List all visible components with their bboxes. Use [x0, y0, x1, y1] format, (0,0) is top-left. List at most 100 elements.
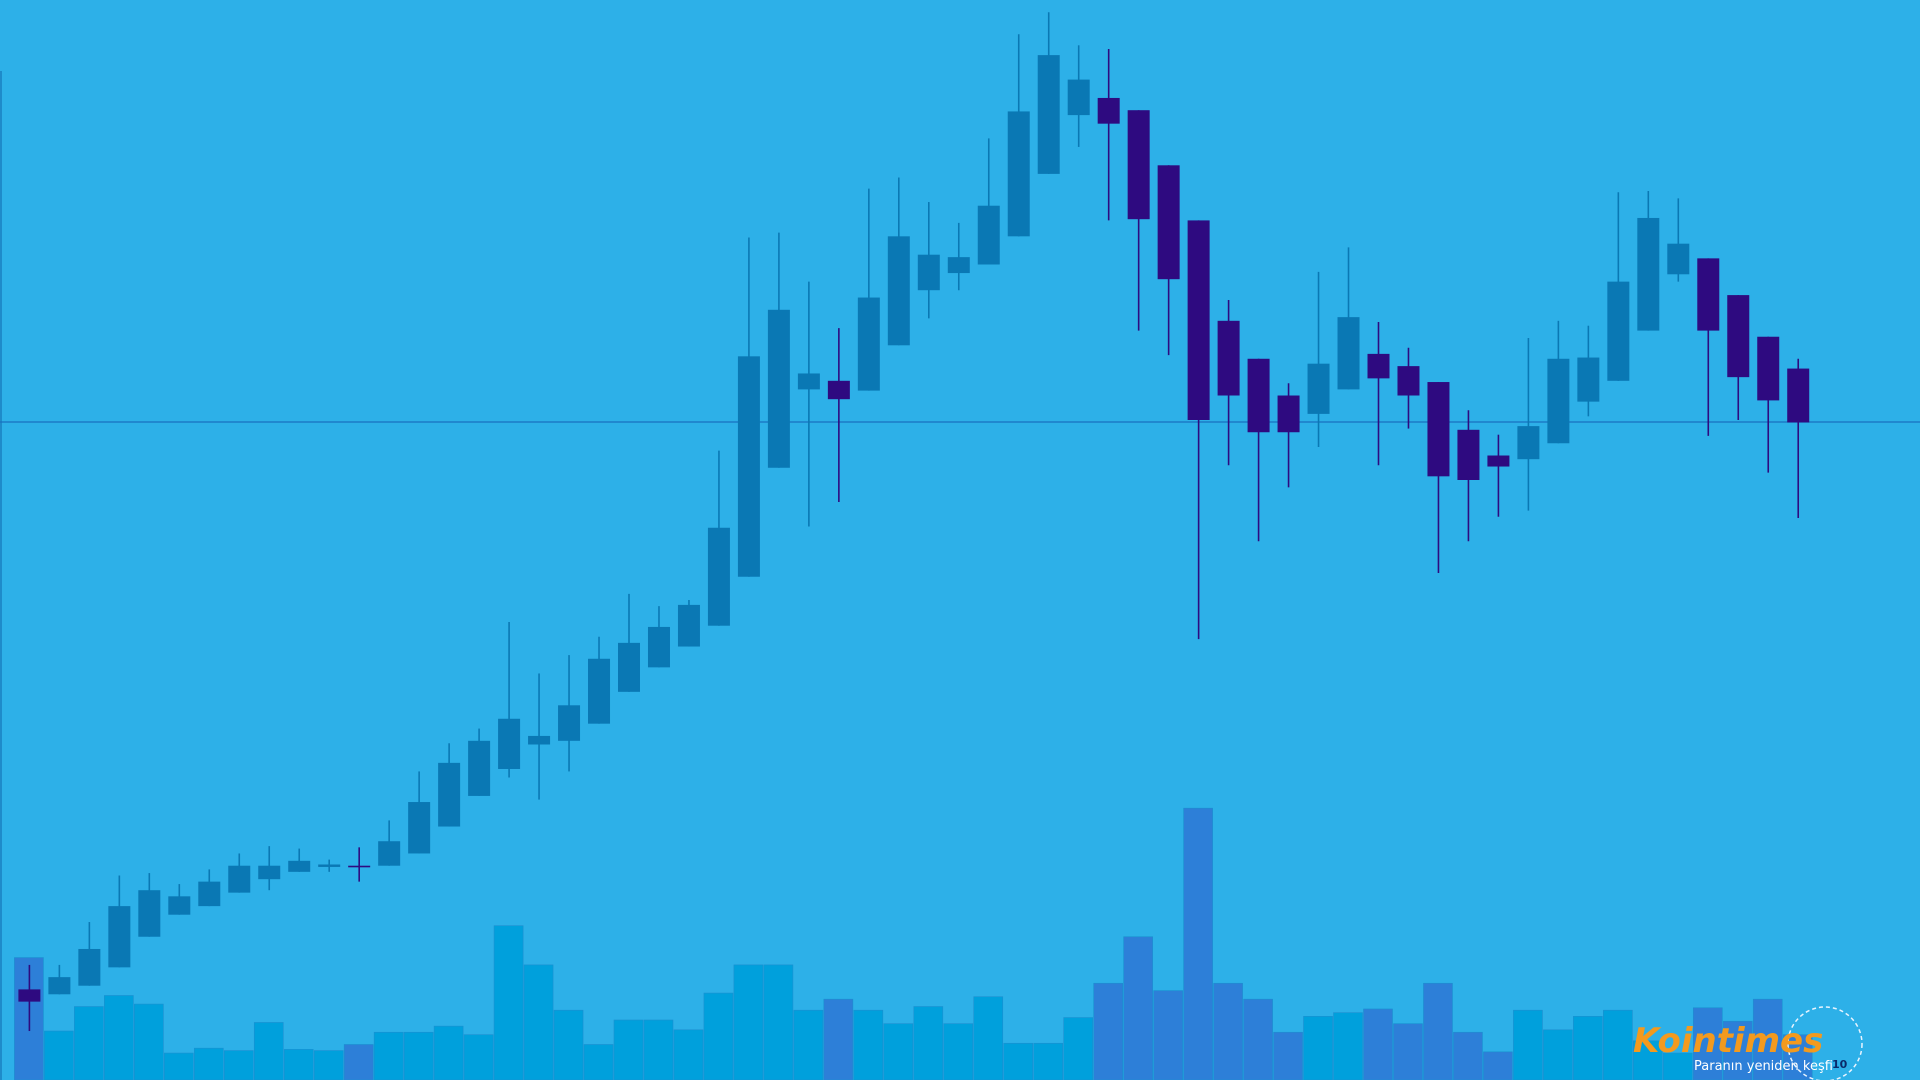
candle-body: [378, 841, 401, 866]
volume-bar: [1782, 1034, 1813, 1080]
volume-bar: [223, 1050, 254, 1080]
volume-bar: [433, 1025, 464, 1080]
logo-tagline: Paranın yeniden keşfi: [1694, 1059, 1833, 1074]
candle-body: [1487, 455, 1510, 467]
candle-body: [917, 254, 940, 291]
volume-bar: [1243, 998, 1273, 1080]
candle-body: [1247, 358, 1270, 433]
volume-bar: [1423, 982, 1453, 1080]
candle-body: [1367, 353, 1390, 379]
candle-body: [408, 802, 431, 854]
candle-body: [1337, 317, 1360, 390]
candle-body: [1067, 79, 1090, 116]
volume-bar: [1603, 1009, 1633, 1080]
volume-bar: [1363, 1008, 1393, 1080]
volume-bar: [853, 1009, 884, 1080]
volume-bar: [793, 1009, 824, 1080]
logo-ring: [1787, 1006, 1863, 1080]
volume-bar: [104, 995, 134, 1080]
volume-bar: [373, 1031, 404, 1080]
candle-body: [977, 205, 1000, 265]
volume-bar: [1303, 1016, 1333, 1080]
candle-body: [618, 642, 640, 692]
candle-body: [1697, 258, 1720, 331]
volume-bar: [643, 1019, 674, 1080]
volume-bar: [1513, 1009, 1543, 1080]
candle-body: [138, 890, 161, 937]
volume-bar: [1213, 982, 1243, 1080]
volume-bar: [1663, 1052, 1693, 1080]
candle-body: [1577, 357, 1600, 402]
volume-bar: [1273, 1031, 1303, 1080]
candle-layer: [18, 12, 1810, 1032]
volume-bar: [1033, 1042, 1064, 1080]
candle-body: [1517, 426, 1540, 460]
candle-body: [797, 373, 820, 390]
volume-bar: [673, 1029, 704, 1080]
volume-bar: [733, 964, 764, 1080]
volume-bar: [1573, 1016, 1603, 1080]
candle-body: [1157, 165, 1180, 280]
candle-body: [737, 356, 760, 577]
volume-bar: [913, 1006, 944, 1080]
volume-bar: [553, 1009, 584, 1080]
candle-body: [767, 309, 790, 468]
volume-bar: [1153, 990, 1183, 1080]
volume-bar: [164, 1052, 194, 1080]
volume-bar: [1633, 1040, 1663, 1080]
logo-badge: 10: [1832, 1058, 1848, 1071]
candle-body: [827, 380, 850, 400]
candle-body: [1307, 363, 1330, 414]
volume-bar: [1183, 807, 1213, 1080]
volume-bar: [943, 1023, 974, 1080]
volume-bar: [343, 1044, 374, 1080]
candle-body: [288, 860, 311, 872]
volume-bar: [883, 1023, 914, 1080]
volume-bar: [823, 998, 854, 1080]
candle-body: [1277, 395, 1300, 433]
volume-bar: [1543, 1029, 1573, 1080]
volume-bar: [463, 1034, 494, 1080]
candle-body: [947, 257, 970, 274]
candle-body: [108, 906, 131, 968]
logo: Kointimes Paranın yeniden keşfi 10: [1633, 1006, 1863, 1080]
candle-body: [857, 297, 880, 391]
candle-body: [1787, 368, 1810, 423]
candle-body: [48, 977, 71, 995]
volume-bar: [283, 1049, 314, 1080]
candle-body: [1427, 382, 1450, 477]
candle-body: [498, 718, 521, 769]
volume-bar: [1333, 1012, 1363, 1080]
candle-body: [677, 604, 700, 647]
volume-bar: [1393, 1023, 1423, 1080]
candle-body: [1187, 220, 1210, 420]
volume-bar: [1453, 1031, 1483, 1080]
volume-bar: [1692, 1007, 1723, 1080]
candle-body: [887, 236, 910, 346]
candle-body: [588, 658, 611, 724]
volume-bar: [1093, 982, 1123, 1080]
candle-body: [1547, 358, 1570, 444]
candle-body: [1727, 295, 1750, 378]
volume-bar: [1003, 1042, 1034, 1080]
volume-bar: [493, 925, 524, 1080]
volume-layer: [14, 807, 1813, 1080]
candle-body: [78, 948, 101, 986]
candle-body: [1097, 97, 1120, 124]
candle-body: [348, 865, 371, 868]
candle-body: [558, 705, 581, 741]
candle-body: [1637, 217, 1660, 331]
volume-bar: [44, 1030, 74, 1080]
candle-body: [18, 989, 41, 1002]
volume-bar: [193, 1047, 224, 1080]
volume-bar: [583, 1044, 614, 1080]
candle-body: [1607, 281, 1630, 381]
volume-bar: [1752, 998, 1783, 1080]
candle-body: [707, 527, 730, 626]
candle-body: [438, 762, 461, 827]
volume-bar: [134, 1003, 164, 1080]
candle-body: [1667, 243, 1690, 275]
volume-bar: [1063, 1017, 1093, 1080]
